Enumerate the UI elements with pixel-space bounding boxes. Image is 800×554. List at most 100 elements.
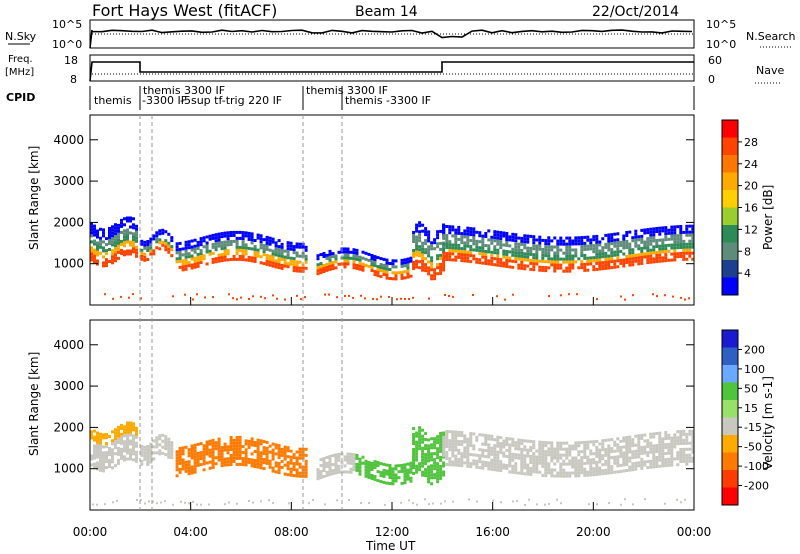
heatmap-cell <box>679 442 683 445</box>
heatmap-cell <box>271 442 275 446</box>
heatmap-cell <box>367 252 371 256</box>
heatmap-cell <box>111 252 114 256</box>
heatmap-cell <box>499 448 503 452</box>
heatmap-cell <box>388 476 392 479</box>
heatmap-cell <box>634 443 638 447</box>
heatmap-cell <box>126 430 129 434</box>
heatmap-cell <box>418 236 422 240</box>
heatmap-cell <box>574 444 578 448</box>
heatmap-cell <box>535 256 539 260</box>
heatmap-cell <box>256 248 260 252</box>
heatmap-cell <box>538 452 542 456</box>
heatmap-cell <box>634 229 638 233</box>
heatmap-cell <box>508 259 512 263</box>
heatmap-cell <box>632 503 634 506</box>
noise-right-tick-top: 10^5 <box>706 18 736 31</box>
heatmap-cell <box>532 265 536 269</box>
heatmap-cell <box>238 450 242 454</box>
heatmap-cell <box>328 463 332 467</box>
heatmap-cell <box>167 449 171 453</box>
heatmap-cell <box>391 262 395 266</box>
heatmap-cell <box>164 242 168 246</box>
heatmap-cell <box>262 461 266 465</box>
heatmap-cell <box>226 252 230 256</box>
heatmap-cell <box>457 442 461 446</box>
heatmap-cell <box>496 453 500 457</box>
heatmap-cell <box>427 236 431 240</box>
heatmap-cell <box>96 244 99 248</box>
heatmap-cell <box>268 499 270 502</box>
heatmap-cell <box>128 296 130 299</box>
heatmap-cell <box>622 463 626 467</box>
heatmap-cell <box>490 437 494 441</box>
heatmap-cell <box>556 266 560 270</box>
heatmap-cell <box>664 446 668 450</box>
heatmap-cell <box>625 258 629 261</box>
heatmap-cell <box>140 447 144 451</box>
heatmap-cell <box>490 449 494 453</box>
heatmap-cell <box>256 233 260 237</box>
heatmap-cell <box>526 264 530 268</box>
heatmap-cell <box>559 248 563 252</box>
heatmap-cell <box>565 269 569 273</box>
heatmap-cell <box>298 260 302 264</box>
heatmap-cell <box>538 440 542 444</box>
heatmap-cell <box>634 256 638 260</box>
heatmap-cell <box>499 466 503 470</box>
heatmap-cell <box>331 454 335 458</box>
heatmap-cell <box>295 471 299 475</box>
heatmap-cell <box>445 252 449 255</box>
heatmap-cell <box>511 265 515 269</box>
heatmap-cell <box>466 455 470 459</box>
heatmap-cell <box>475 248 479 252</box>
colorbar-swatch <box>722 435 738 453</box>
heatmap-cell <box>114 223 117 227</box>
heatmap-cell <box>547 468 551 472</box>
power-data-cells <box>90 216 695 301</box>
heatmap-cell <box>223 234 227 238</box>
heatmap-cell <box>439 455 443 459</box>
heatmap-cell <box>520 239 524 243</box>
heatmap-cell <box>598 249 602 253</box>
heatmap-cell <box>592 470 596 474</box>
heatmap-cell <box>92 503 94 506</box>
heatmap-cell <box>136 499 138 501</box>
heatmap-cell <box>442 464 446 468</box>
noise-right-label: N.Search <box>746 30 796 43</box>
heatmap-cell <box>135 429 138 433</box>
heatmap-cell <box>152 439 156 443</box>
heatmap-cell <box>135 233 138 237</box>
heatmap-cell <box>577 236 581 240</box>
heatmap-cell <box>304 447 308 451</box>
heatmap-cell <box>643 439 647 443</box>
heatmap-cell <box>538 247 542 251</box>
heatmap-cell <box>493 459 497 463</box>
heatmap-cell <box>541 449 545 453</box>
heatmap-cell <box>511 443 515 447</box>
colorbar-swatch <box>722 155 738 173</box>
heatmap-cell <box>265 458 269 462</box>
heatmap-cell <box>140 453 144 457</box>
heatmap-cell <box>490 262 494 266</box>
heatmap-cell <box>442 224 446 228</box>
heatmap-cell <box>298 254 302 258</box>
heatmap-cell <box>358 466 362 470</box>
heatmap-cell <box>412 261 416 264</box>
heatmap-cell <box>193 446 197 450</box>
heatmap-cell <box>202 239 206 243</box>
heatmap-cell <box>355 468 359 472</box>
heatmap-cell <box>361 256 365 260</box>
heatmap-cell <box>229 460 233 463</box>
heatmap-cell <box>667 249 671 253</box>
heatmap-cell <box>631 450 635 454</box>
heatmap-cell <box>135 245 138 249</box>
heatmap-cell <box>583 446 587 450</box>
heatmap-cell <box>409 470 413 474</box>
heatmap-cell <box>613 443 617 447</box>
heatmap-cell <box>646 246 650 250</box>
heatmap-cell <box>104 293 106 296</box>
heatmap-cell <box>120 432 123 436</box>
heatmap-cell <box>544 251 548 255</box>
heatmap-cell <box>346 259 350 263</box>
